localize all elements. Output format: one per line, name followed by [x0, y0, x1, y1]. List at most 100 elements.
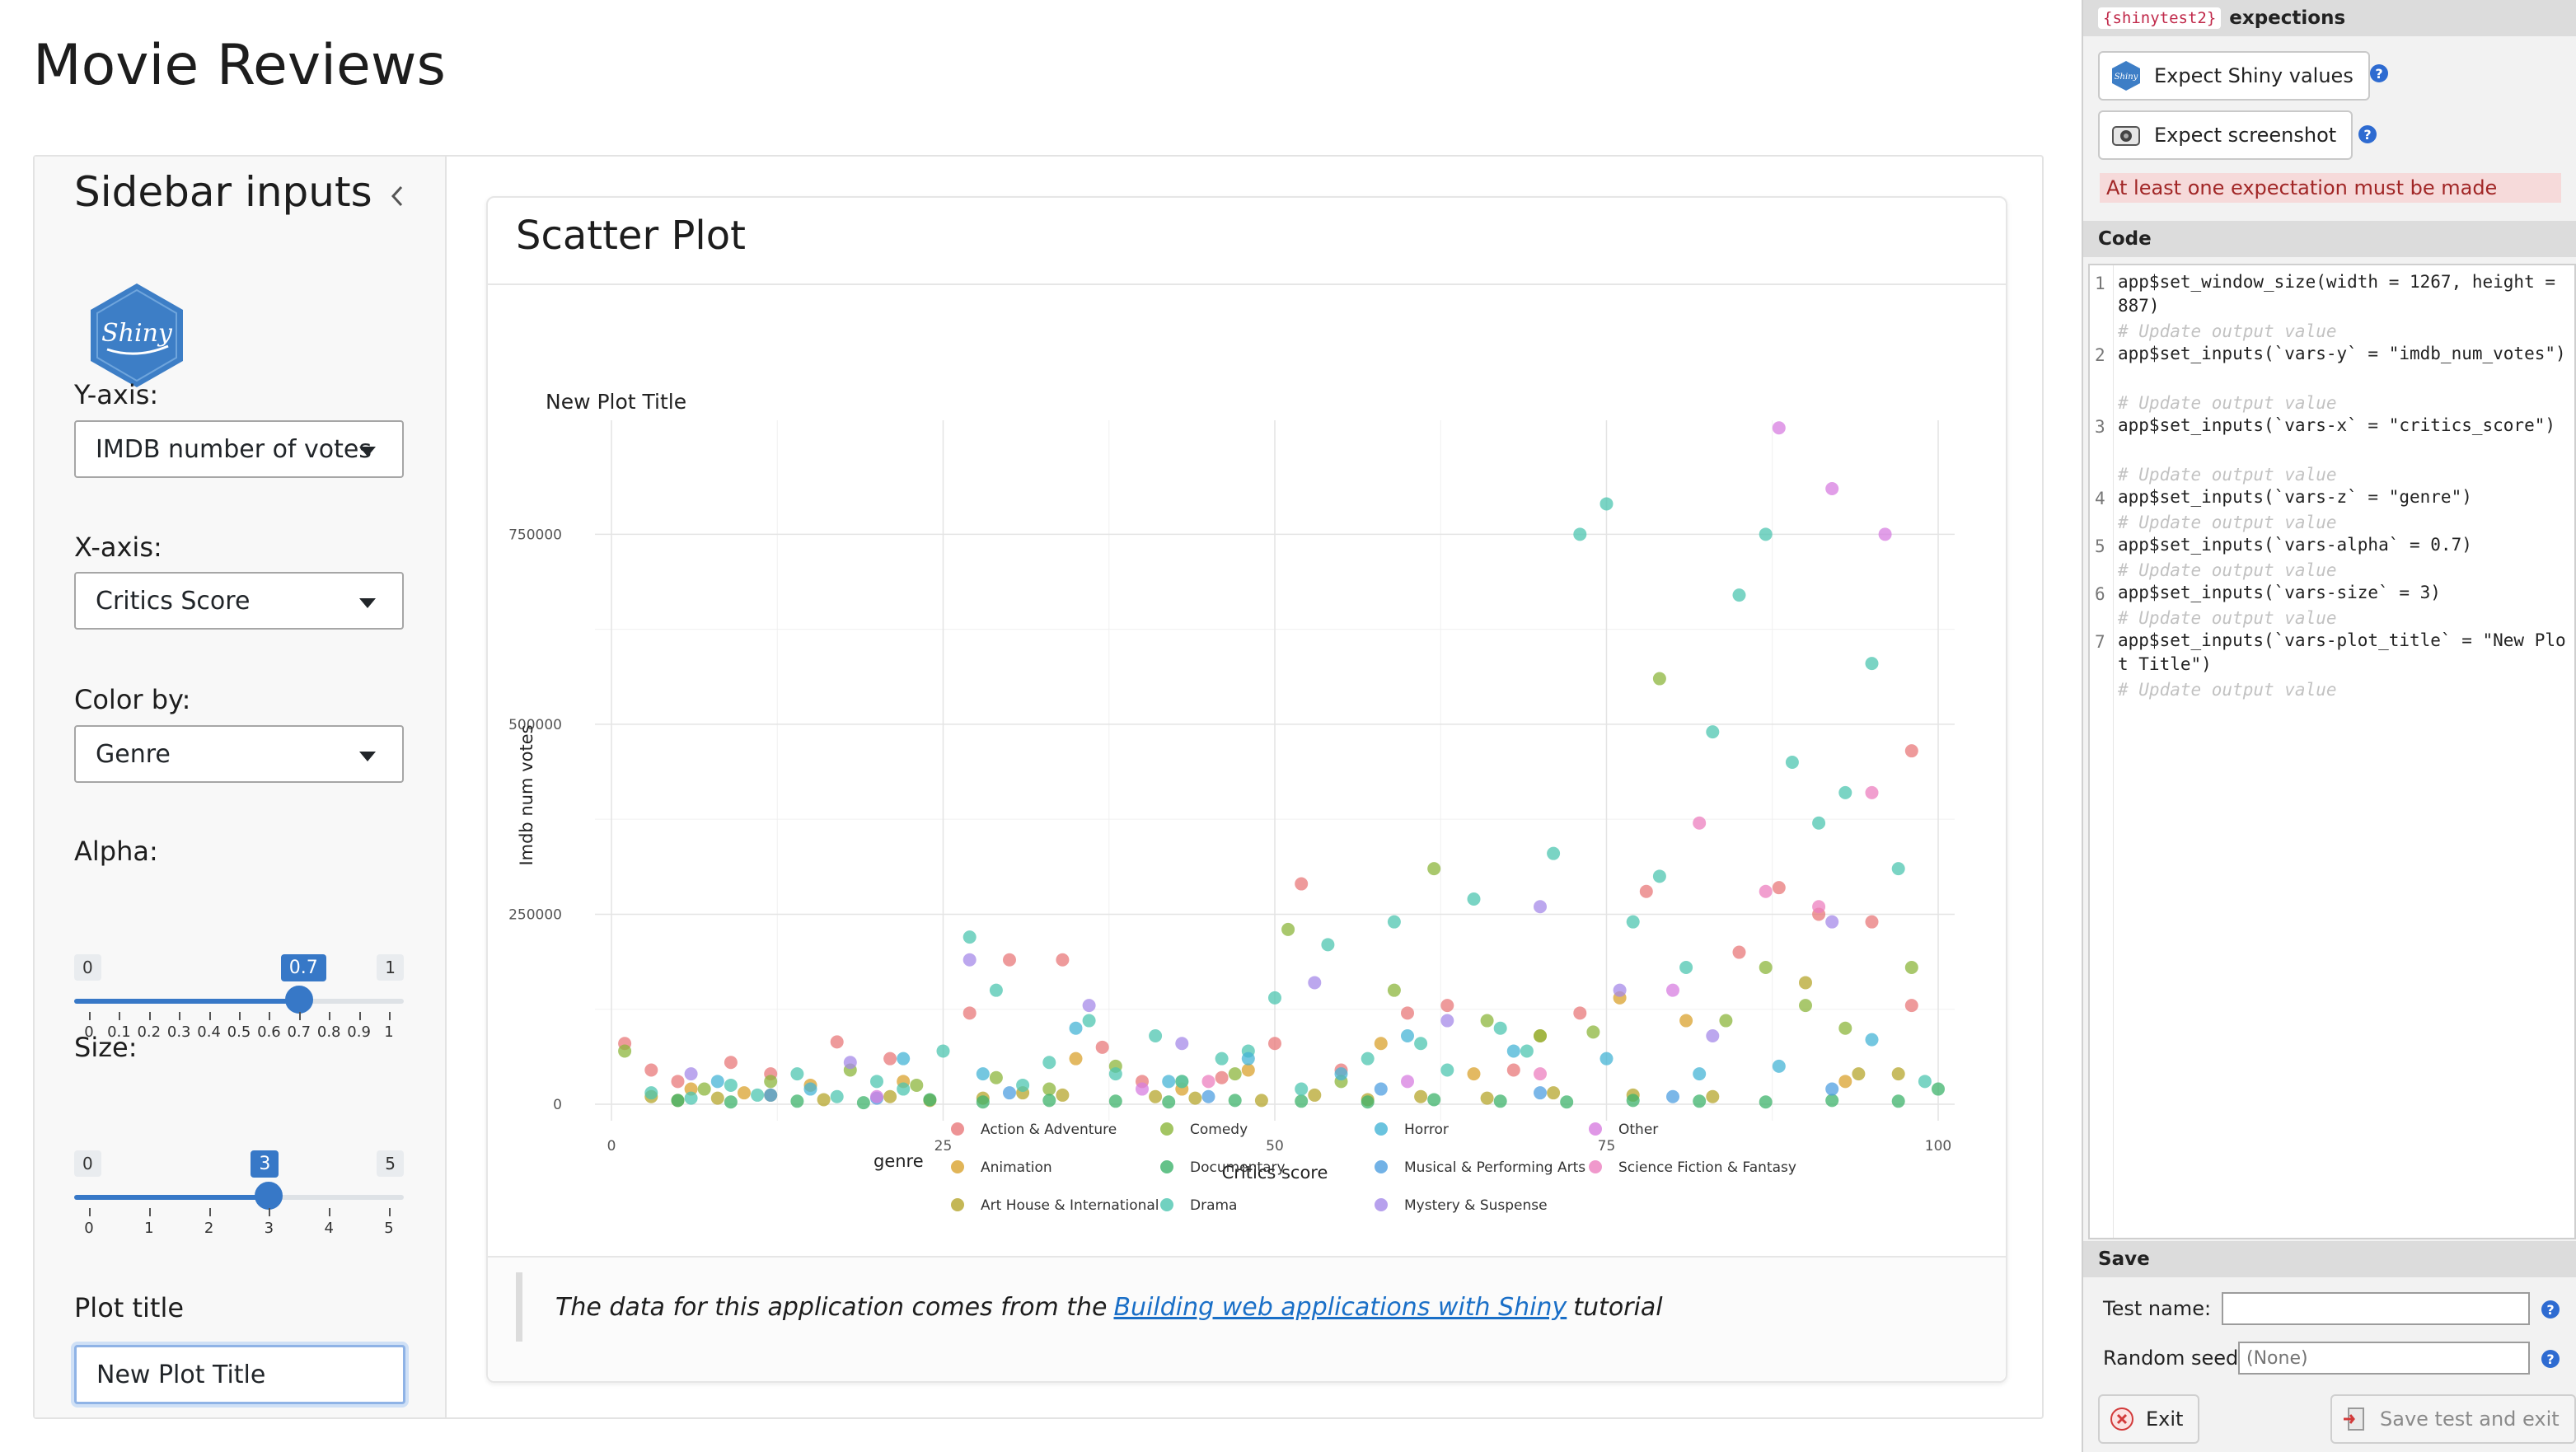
data-point	[1865, 1033, 1879, 1047]
size-slider[interactable]: 0 5 3 0 1 2 3 4 5	[74, 1150, 404, 1266]
size-max: 5	[377, 1150, 404, 1177]
legend-swatch	[1375, 1160, 1388, 1173]
x-tick-label: 100	[1925, 1138, 1951, 1155]
data-point	[1626, 915, 1640, 929]
data-point	[843, 1056, 857, 1070]
data-point	[1016, 1078, 1030, 1092]
data-point	[856, 1096, 870, 1110]
plot-area: 0 25 50 75 100 0 250000 500000 750000 New Plot Ti…	[504, 297, 1988, 1253]
random-seed-input[interactable]	[2238, 1342, 2530, 1375]
close-circle-icon	[2110, 1408, 2133, 1431]
data-point	[1228, 1067, 1242, 1081]
data-point	[1799, 976, 1812, 990]
data-point	[724, 1078, 738, 1092]
data-point	[1268, 991, 1281, 1005]
data-point	[1679, 1014, 1693, 1028]
alpha-value: 0.7	[280, 954, 326, 981]
save-exit-icon	[2344, 1408, 2364, 1431]
data-point	[923, 1093, 937, 1107]
data-point	[738, 1086, 751, 1100]
slider-tick-label: 0	[84, 1220, 94, 1237]
code-comment: # Update output value	[2118, 608, 2337, 628]
plot-title-input[interactable]	[74, 1345, 405, 1404]
data-point	[1056, 953, 1070, 967]
data-point	[751, 1088, 765, 1102]
slider-tick	[89, 1012, 91, 1020]
data-point	[910, 1078, 924, 1092]
note-suffix: tutorial	[1573, 1292, 1663, 1322]
collapse-sidebar-button[interactable]	[379, 178, 415, 214]
legend-swatch	[1160, 1198, 1173, 1211]
data-point	[1241, 1052, 1255, 1066]
data-point	[803, 1082, 817, 1096]
help-icon[interactable]: ?	[2370, 64, 2388, 82]
data-point	[1228, 1094, 1242, 1108]
help-icon[interactable]: ?	[2541, 1350, 2560, 1368]
data-point	[1586, 1025, 1600, 1039]
legend-swatch	[951, 1160, 964, 1173]
caret-down-icon	[359, 598, 376, 608]
data-point	[1759, 884, 1773, 898]
x-axis-select[interactable]: Critics Score	[74, 572, 404, 630]
code-line-number: 6	[2095, 584, 2105, 604]
data-point	[817, 1093, 831, 1107]
x-tick-label: 50	[1266, 1138, 1284, 1155]
slider-tick-label: 0.4	[197, 1023, 221, 1041]
data-point	[1878, 527, 1892, 541]
slider-tick-label: 0.6	[257, 1023, 281, 1041]
help-icon[interactable]: ?	[2358, 125, 2377, 143]
data-point	[1295, 877, 1309, 891]
legend-label: Comedy	[1190, 1122, 1248, 1138]
slider-tick-label: 5	[384, 1220, 394, 1237]
test-name-input[interactable]	[2222, 1292, 2530, 1325]
data-point	[1891, 1094, 1905, 1108]
data-point	[1334, 1067, 1348, 1081]
data-point	[1652, 869, 1666, 883]
data-point	[1865, 785, 1879, 799]
data-point	[1772, 1059, 1786, 1073]
data-point	[1480, 1014, 1494, 1028]
code-line: app$set_inputs(`vars-plot_title` = "New …	[2118, 630, 2566, 674]
data-point	[830, 1035, 844, 1049]
save-test-and-exit-button[interactable]: Save test and exit	[2330, 1394, 2576, 1444]
data-point	[1268, 1037, 1281, 1051]
data-point	[1534, 900, 1547, 914]
data-point	[764, 1075, 778, 1089]
legend-swatch	[951, 1198, 964, 1211]
data-point	[1679, 961, 1693, 974]
data-point	[1599, 497, 1614, 511]
size-handle[interactable]	[255, 1182, 283, 1210]
slider-tick-label: 3	[264, 1220, 274, 1237]
data-point	[1374, 1037, 1388, 1051]
color-by-select[interactable]: Genre	[74, 725, 404, 783]
data-point	[962, 953, 977, 967]
size-fill	[74, 1195, 269, 1200]
data-point	[976, 1067, 990, 1081]
tutorial-link[interactable]: Building web applications with Shiny	[1113, 1292, 1567, 1322]
data-point	[1639, 884, 1653, 898]
data-point	[1812, 816, 1826, 830]
y-axis-label: Y-axis:	[74, 379, 159, 410]
data-point	[897, 1052, 911, 1066]
code-editor[interactable]: 1 app$set_window_size(width = 1267, heigh…	[2088, 264, 2576, 1239]
exit-button[interactable]: Exit	[2098, 1394, 2200, 1444]
data-point	[976, 1095, 990, 1109]
shinytest2-pill: {shinytest2}	[2098, 7, 2222, 29]
code-comment: # Update output value	[2118, 321, 2337, 341]
app-title: Movie Reviews	[33, 33, 446, 98]
help-icon[interactable]: ?	[2541, 1300, 2560, 1319]
data-point	[1706, 1089, 1720, 1103]
data-point	[1904, 744, 1918, 758]
data-point	[1295, 1094, 1309, 1108]
alpha-slider[interactable]: 0 1 0.7 0 0.1 0.2 0.3 0.4 0.5 0.6 0.7 0.8 0.9 1	[74, 954, 404, 1070]
expect-screenshot-button[interactable]: Expect screenshot	[2098, 110, 2354, 160]
alpha-min: 0	[74, 954, 101, 981]
gutter-divider	[2113, 265, 2114, 1238]
slider-tick	[329, 1012, 331, 1020]
expect-shiny-values-button[interactable]: Shiny Expect Shiny values	[2098, 51, 2370, 101]
y-axis-select[interactable]: IMDB number of votes	[74, 420, 404, 478]
alpha-handle[interactable]	[284, 986, 313, 1014]
data-point	[1706, 725, 1720, 739]
alpha-ticks: 0 0.1 0.2 0.3 0.4 0.5 0.6 0.7 0.8 0.9 1	[74, 1012, 404, 1042]
data-point	[1003, 953, 1016, 967]
